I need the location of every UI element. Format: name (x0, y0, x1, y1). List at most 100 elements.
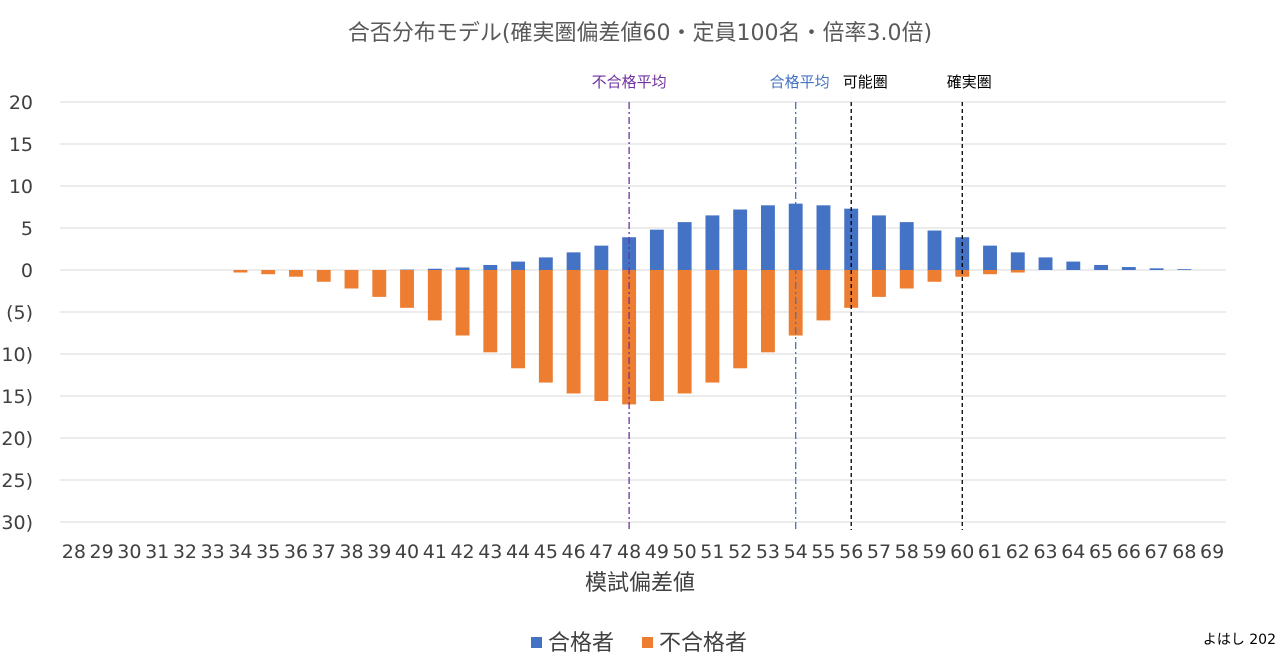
y-tick-label: 10 (9, 176, 33, 198)
bar-fail (400, 270, 414, 308)
chart-title: 合否分布モデル(確実圏偏差値60・定員100名・倍率3.0倍) (348, 21, 932, 46)
bar-pass (733, 209, 748, 270)
bar-fail (233, 270, 248, 273)
bar-pass (1094, 264, 1109, 270)
x-tick-label: 69 (1200, 541, 1224, 563)
x-tick-label: 51 (700, 541, 724, 563)
reference-line-label: 合格平均 (770, 73, 830, 91)
x-tick-label: 66 (1117, 541, 1141, 563)
gridlines (60, 101, 1226, 523)
bars (233, 203, 1192, 405)
x-tick-label: 68 (1172, 541, 1196, 563)
credit-text: よはし 202 (1203, 632, 1276, 648)
x-tick-label: 29 (90, 541, 114, 563)
x-tick-label: 30 (117, 541, 141, 563)
bar-fail (816, 270, 831, 321)
bar-fail (705, 270, 720, 383)
reference-line-label: 確実圏 (947, 73, 992, 91)
x-tick-label: 57 (867, 541, 891, 563)
x-axis-ticks: 28 29 30 31 32 33 34 35 36 37 38 39 40 41 42 43 44 45 46 47… (62, 541, 1224, 563)
bar-fail (538, 270, 553, 383)
bar-fail (677, 270, 692, 394)
bar-pass (427, 268, 442, 270)
bar-pass (1066, 261, 1081, 270)
bar-fail (872, 270, 886, 297)
x-tick-label: 28 (62, 541, 86, 563)
x-tick-label: 47 (589, 541, 613, 563)
bar-fail (372, 270, 387, 297)
bar-pass (1121, 267, 1136, 270)
bar-pass (788, 203, 803, 270)
bar-pass (1177, 269, 1192, 270)
x-tick-label: 42 (450, 541, 474, 563)
bar-pass (455, 267, 470, 270)
legend-swatch-pass (531, 637, 542, 648)
legend-label-fail: 不合格者 (659, 631, 747, 656)
x-tick-label: 59 (922, 541, 946, 563)
x-tick-label: 65 (1089, 541, 1113, 563)
x-tick-label: 31 (145, 541, 169, 563)
x-tick-label: 55 (811, 541, 835, 563)
legend: 合格者 不合格者 (531, 631, 747, 656)
bar-pass (1038, 257, 1053, 270)
bar-fail (566, 270, 581, 394)
y-tick-label: (30) (0, 512, 33, 534)
bar-pass (594, 245, 609, 270)
x-tick-label: 49 (645, 541, 669, 563)
bar-pass (983, 245, 997, 270)
bar-pass (483, 264, 498, 270)
bar-fail (733, 270, 748, 369)
x-tick-label: 35 (256, 541, 280, 563)
x-tick-label: 50 (673, 541, 697, 563)
x-tick-label: 45 (534, 541, 558, 563)
x-tick-label: 36 (284, 541, 308, 563)
legend-label-pass: 合格者 (548, 631, 614, 656)
bar-pass (705, 215, 720, 270)
x-tick-label: 58 (895, 541, 919, 563)
x-tick-label: 41 (423, 541, 447, 563)
bar-fail (899, 270, 914, 289)
bar-fail (511, 270, 526, 369)
y-tick-label: (5) (6, 302, 33, 324)
x-tick-label: 38 (339, 541, 363, 563)
x-tick-label: 67 (1145, 541, 1169, 563)
y-tick-label: (20) (0, 428, 33, 450)
x-tick-label: 52 (728, 541, 752, 563)
x-tick-label: 32 (173, 541, 197, 563)
bar-pass (844, 208, 859, 270)
bar-pass (511, 261, 526, 270)
y-tick-label: 0 (21, 260, 33, 282)
bar-fail (455, 270, 470, 336)
bar-pass (872, 215, 886, 270)
bar-fail (316, 270, 331, 282)
x-axis-title: 模試偏差値 (585, 571, 695, 596)
bar-pass (1010, 252, 1025, 270)
y-tick-label: (15) (0, 386, 33, 408)
bar-pass (566, 252, 581, 270)
y-axis-ticks: 20 15 10 5 0 (5) (10) (15) (20) (25) (30) (0, 92, 33, 534)
y-tick-label: 15 (9, 134, 33, 156)
bar-fail (760, 270, 775, 353)
y-tick-label: 20 (9, 92, 33, 114)
bar-pass (677, 222, 692, 270)
reference-line-label: 不合格平均 (592, 73, 667, 91)
x-tick-label: 62 (1006, 541, 1030, 563)
x-tick-label: 34 (228, 541, 252, 563)
legend-swatch-fail (642, 637, 653, 648)
x-tick-label: 53 (756, 541, 780, 563)
x-tick-label: 54 (784, 541, 808, 563)
bar-fail (1010, 270, 1025, 273)
bar-fail (649, 270, 664, 402)
bar-fail (289, 270, 303, 277)
bar-fail (261, 270, 276, 275)
x-tick-label: 60 (950, 541, 974, 563)
x-tick-label: 56 (839, 541, 863, 563)
bar-fail (594, 270, 609, 402)
x-tick-label: 44 (506, 541, 530, 563)
x-tick-label: 63 (1033, 541, 1057, 563)
bar-fail (427, 270, 442, 321)
x-tick-label: 39 (367, 541, 391, 563)
reference-line-label: 可能圏 (843, 73, 888, 91)
y-tick-label: 5 (21, 218, 33, 240)
